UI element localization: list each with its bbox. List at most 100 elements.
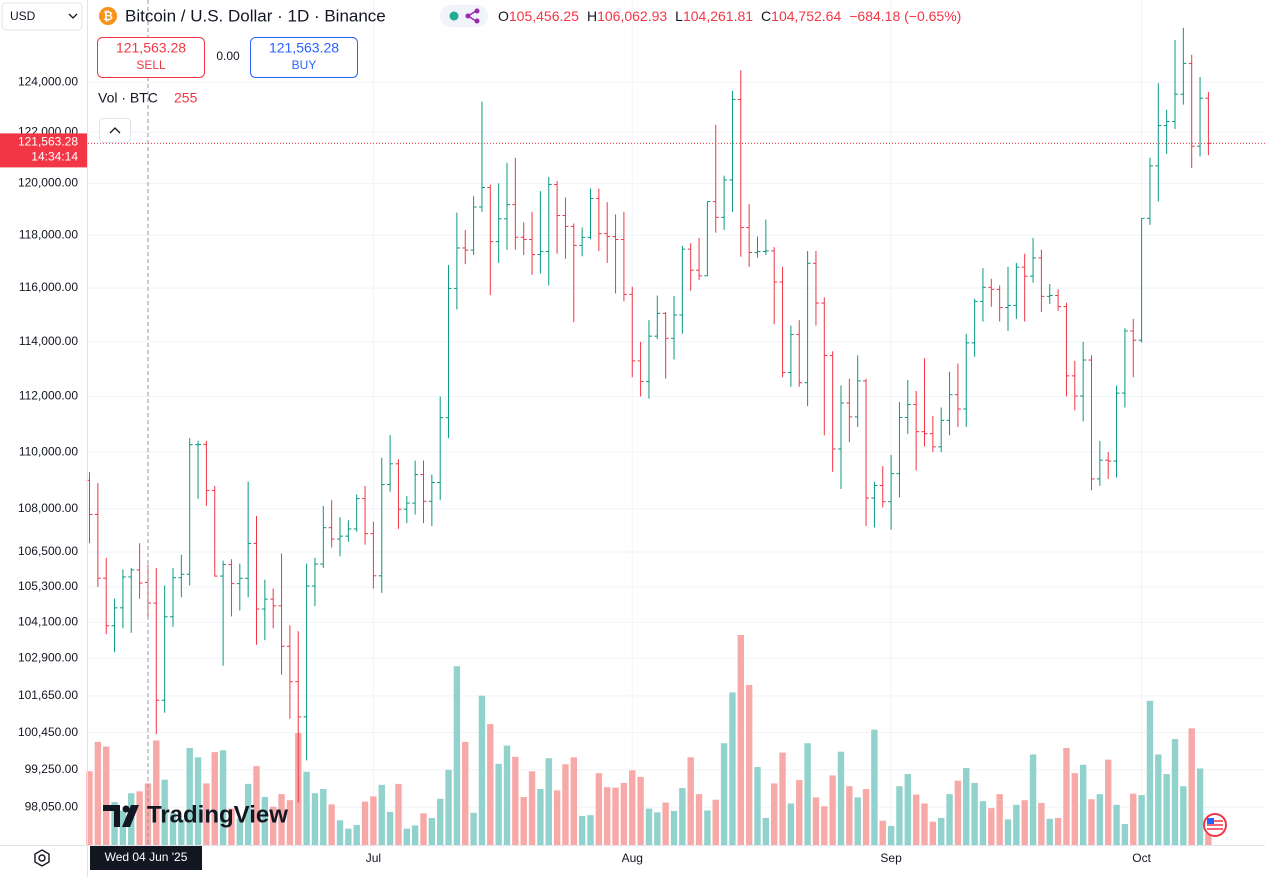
volume-bar	[988, 808, 995, 845]
y-tick-label: 110,000.00	[19, 444, 78, 458]
collapse-button[interactable]	[99, 118, 131, 143]
volume-bar	[94, 741, 102, 845]
volume-legend-value: 255	[174, 90, 198, 106]
volume-bar	[1046, 818, 1053, 845]
last-price-tag	[0, 133, 87, 168]
volume-bar	[1180, 786, 1187, 845]
sell-button[interactable]	[97, 37, 205, 78]
volume-bar	[553, 790, 561, 845]
volume-bar	[303, 771, 310, 845]
ohlc-value: 106,062.93	[597, 8, 667, 24]
volume-bar	[462, 741, 469, 845]
y-tick-label: 104,100.00	[18, 615, 78, 629]
y-tick-label: 105,300.00	[18, 579, 78, 593]
buy-price: 121,563.28	[269, 40, 339, 56]
volume-bar	[286, 800, 294, 845]
volume-bar	[453, 666, 461, 845]
volume-bar	[887, 825, 895, 845]
volume-bar	[236, 818, 243, 845]
volume-bar	[1013, 804, 1020, 845]
volume-bar	[979, 801, 987, 845]
logo-mark	[122, 805, 130, 813]
settings-hex	[34, 849, 50, 867]
currency-select[interactable]	[1, 2, 83, 31]
y-tick-label: 120,000.00	[18, 176, 78, 190]
volume-bar	[411, 825, 419, 845]
volume-bar	[1096, 794, 1104, 845]
volume-bar	[720, 743, 728, 845]
volume-bar	[779, 752, 786, 845]
data-icon-dot	[474, 8, 480, 14]
volume-bar	[871, 729, 878, 845]
volume-bar	[612, 787, 619, 845]
volume-bar	[862, 789, 870, 845]
currency: USD	[10, 9, 36, 23]
volume-bar	[261, 796, 269, 845]
volume-bar	[545, 758, 552, 845]
volume-bar	[737, 635, 744, 845]
volume-bar	[328, 804, 335, 845]
y-tick-label: 102,900.00	[18, 650, 78, 664]
y-tick-label: 106,500.00	[18, 544, 78, 558]
volume-bar	[679, 788, 686, 845]
volume-bar	[578, 816, 586, 845]
volume-bar	[345, 828, 352, 845]
y-tick-label: 118,000.00	[19, 227, 78, 241]
volume-bar	[587, 815, 594, 845]
flag-icon[interactable]	[1203, 813, 1227, 837]
volume-bar	[194, 757, 202, 845]
volume-bar	[829, 775, 836, 845]
volume-bar	[954, 780, 962, 845]
volume-bar	[1038, 803, 1045, 845]
ohlc-key: O	[498, 8, 509, 24]
volume-bar	[320, 789, 327, 845]
volume-bar	[103, 746, 110, 845]
volume-bar	[420, 813, 427, 845]
volume-bar	[211, 752, 218, 845]
crosshair-date: Wed 04 Jun '25	[105, 850, 188, 864]
logo-text: TradingView	[147, 801, 288, 828]
ohlc-legend: O105,456.25 H106,062.93 L104,261.81 C104,75…	[498, 8, 961, 24]
logo-mark	[103, 805, 120, 827]
volume-bar	[570, 757, 577, 845]
y-tick-label: 100,450.00	[18, 725, 78, 739]
volume-bar	[704, 810, 711, 845]
volume-bar	[654, 812, 661, 845]
volume-bar	[1004, 819, 1012, 845]
crosshair-date-tag	[90, 846, 202, 870]
ohlc-key: L	[675, 8, 683, 24]
volume-bar	[1138, 795, 1145, 845]
volume-bar	[386, 811, 394, 845]
volume-bar	[186, 747, 193, 845]
volume-bar	[520, 796, 527, 845]
volume-bar	[1205, 833, 1212, 845]
buy-button[interactable]	[250, 37, 358, 78]
market-open-dot	[449, 11, 459, 21]
volume-bar	[153, 740, 160, 845]
volume-bar	[1196, 768, 1204, 845]
last-price-countdown: 14:34:14	[31, 150, 78, 164]
bitcoin-icon	[99, 7, 117, 25]
volume-bar	[253, 766, 260, 845]
volume-bar	[470, 812, 477, 845]
volume-bar	[503, 745, 511, 845]
volume-bar	[1079, 764, 1087, 845]
status-pill[interactable]	[440, 5, 488, 27]
volume-bar	[929, 821, 937, 845]
logo-mark	[122, 805, 139, 827]
ohlc-key: C	[761, 8, 771, 24]
volume-bar	[1130, 793, 1137, 845]
volume-bar	[169, 813, 177, 845]
sell-label: SELL	[136, 58, 166, 72]
tradingview-logo: TradingView	[103, 801, 288, 828]
volume-bar	[904, 774, 911, 845]
settings-icon[interactable]	[34, 849, 50, 867]
x-tick-label: Sep	[880, 851, 902, 865]
volume-bar	[1163, 774, 1170, 845]
volume-bar	[537, 789, 544, 845]
volume-bar	[1121, 824, 1129, 845]
sell-price: 121,563.28	[116, 40, 186, 56]
last-price-label: 121,563.28	[18, 135, 78, 149]
volume-bar	[353, 824, 360, 845]
